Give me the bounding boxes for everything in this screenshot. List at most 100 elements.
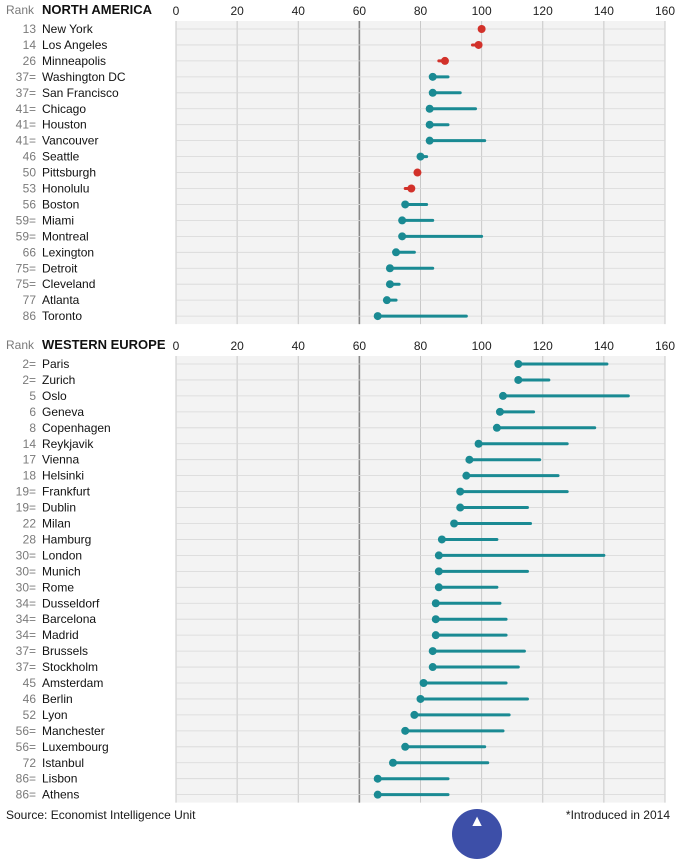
city-label: Brussels [42,644,88,658]
value-dot [474,40,483,49]
city-label: San Francisco [42,86,119,100]
rank-label: 59= [16,213,36,227]
rank-label: 8 [29,421,36,435]
rank-label: 56= [16,740,36,754]
city-label: Zurich [42,373,75,387]
rank-label: 34= [16,596,36,610]
city-label: Rome [42,580,74,594]
rank-label: 14 [23,38,37,52]
value-dot [474,439,483,448]
rank-label: 41= [16,134,36,148]
rank-label: 37= [16,86,36,100]
tick-label: 60 [353,339,367,353]
rank-label: 75= [16,261,36,275]
value-dot [514,360,523,368]
city-label: London [42,548,82,562]
rank-label: 37= [16,644,36,658]
scroll-to-top-button[interactable]: ▲ [452,809,502,859]
city-label: Miami [42,213,74,227]
rank-label: 19= [16,501,36,515]
tick-label: 40 [292,339,306,353]
rank-label: 30= [16,564,36,578]
value-dot [428,88,437,97]
value-dot [477,25,486,33]
value-dot [373,790,382,799]
city-label: Houston [42,118,87,132]
rank-label: 86 [23,309,37,323]
value-dot [373,774,382,783]
value-dot [416,152,425,161]
value-dot [456,487,465,496]
city-label: Oslo [42,389,67,403]
city-label: Madrid [42,628,79,642]
rank-label: 37= [16,660,36,674]
value-dot [401,742,410,751]
rank-label: 77 [23,293,37,307]
tick-label: 20 [230,4,244,18]
rank-label: 14 [23,437,37,451]
value-dot [465,455,474,464]
rank-label: 19= [16,485,36,499]
value-dot [434,583,443,592]
rank-label: 86= [16,772,36,786]
value-dot [392,248,401,257]
tick-label: 160 [655,4,675,18]
rank-label: 5 [29,389,36,403]
rank-label: 34= [16,628,36,642]
value-dot [373,312,382,321]
rank-label: 53 [23,182,37,196]
city-label: Lexington [42,245,94,259]
value-dot [385,264,394,273]
city-label: Vienna [42,453,79,467]
tick-label: 120 [533,339,553,353]
value-dot [401,200,410,209]
rank-label: 18 [23,469,37,483]
value-dot [462,471,471,480]
rank-label: 50 [23,166,37,180]
value-dot [416,694,425,703]
rank-label: 46 [23,692,37,706]
rank-label: 34= [16,612,36,626]
value-dot [425,136,434,145]
value-dot [419,679,428,687]
value-dot [398,232,407,241]
value-dot [456,503,465,512]
value-dot [410,710,419,719]
rank-label: 46 [23,150,37,164]
rank-label: 2= [22,357,36,371]
value-dot [425,120,434,129]
tick-label: 100 [472,4,492,18]
city-label: Dublin [42,501,76,515]
city-label: Honolulu [42,182,89,196]
region-title: WESTERN EUROPE [42,337,166,352]
city-label: Cleveland [42,277,95,291]
chart: Rank NORTH AMERICA 0 20 40 60 80 100 120 140 16013… [6,2,675,803]
rank-label: 2= [22,373,36,387]
rank-label: 17 [23,453,37,467]
chevron-up-icon: ▲ [469,813,485,830]
value-dot [434,551,443,560]
source-note: Source: Economist Intelligence Unit [6,808,196,822]
rank-label: 37= [16,70,36,84]
city-label: Frankfurt [42,485,91,499]
city-label: Lisbon [42,772,77,786]
value-dot [407,184,416,193]
city-label: Milan [42,517,71,531]
value-dot [428,663,437,672]
tick-label: 40 [292,4,306,18]
city-label: Vancouver [42,134,98,148]
city-label: Toronto [42,309,82,323]
value-dot [492,423,501,432]
city-label: Paris [42,357,69,371]
rank-label: 72 [23,756,37,770]
rank-label: 6 [29,405,36,419]
tick-label: 60 [353,4,367,18]
rank-label: 41= [16,102,36,116]
city-label: Washington DC [42,70,126,84]
city-label: Atlanta [42,293,80,307]
value-dot [450,519,459,528]
city-label: Manchester [42,724,105,738]
rank-label: 66 [23,245,37,259]
rank-label: 75= [16,277,36,291]
rank-label: 13 [23,22,37,36]
